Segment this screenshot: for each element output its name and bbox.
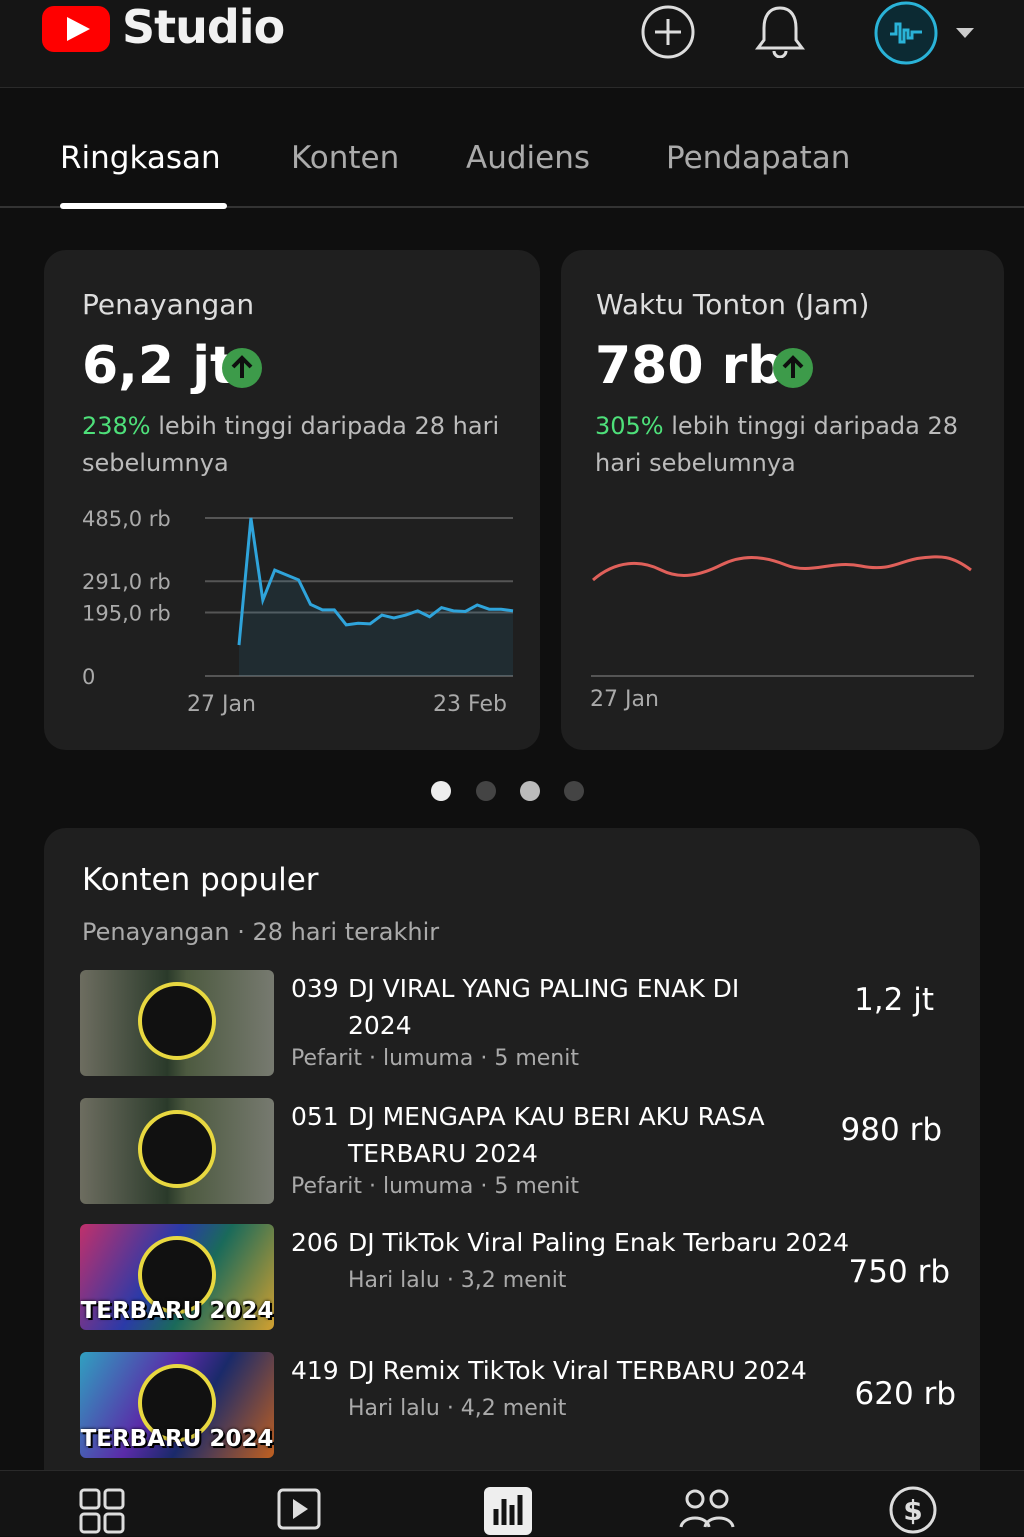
tab[interactable]: Pendapatan: [666, 140, 851, 176]
up-icon: [773, 348, 813, 388]
thumbnail-logo: [138, 1364, 216, 1442]
svg-text:$: $: [903, 1494, 922, 1527]
thumbnail-logo: [138, 1110, 216, 1188]
change-description: lebih tinggi daripada 28 hari sebelumnya: [82, 412, 500, 477]
item-views: 620 rb: [854, 1376, 956, 1412]
line: [237, 517, 514, 646]
line-chart: 485,0 rb 291,0 rb 195,0 rb 0 27 Jan 23 Feb: [82, 507, 514, 717]
item-views: 750 rb: [848, 1254, 950, 1290]
metric-card[interactable]: Penayangan 6,2 jt 238% lebih tinggi dari…: [44, 250, 540, 750]
nav-earn[interactable]: $: [888, 1485, 940, 1537]
item-title: DJ Remix TikTok Viral TERBARU 2024: [348, 1356, 807, 1385]
y-tick-label: 0: [82, 665, 95, 689]
section-title: Konten populer: [82, 862, 319, 898]
create-button[interactable]: [638, 2, 698, 62]
item-number: 051: [291, 1102, 339, 1131]
logo-icon: [42, 6, 110, 52]
nav-analytics[interactable]: [482, 1485, 534, 1537]
y-tick-label: 485,0 rb: [82, 507, 171, 531]
tab[interactable]: Ringkasan: [60, 140, 221, 176]
change-description: lebih tinggi daripada 28 hari sebelumnya: [595, 412, 959, 477]
item-meta: Hari lalu · 4,2 menit: [348, 1396, 567, 1421]
change-percent: 305%: [595, 412, 664, 440]
card-title: Penayangan: [82, 288, 255, 321]
account-button[interactable]: [872, 0, 982, 66]
card-value: 6,2 jt: [82, 336, 235, 396]
x-tick-label: 27 Jan: [187, 692, 256, 717]
item-views: 980 rb: [840, 1112, 942, 1148]
x-tick-label: 27 Jan: [590, 687, 659, 712]
item-meta: Hari lalu · 3,2 menit: [348, 1268, 567, 1293]
thumbnail: TERBARU 2024: [80, 1224, 274, 1330]
y-tick-label: 195,0 rb: [82, 601, 171, 625]
item-title: DJ TikTok Viral Paling Enak Terbaru 2024: [348, 1228, 850, 1257]
card-value: 780 rb: [595, 336, 785, 396]
thumbnail-text: TERBARU 2024: [80, 1426, 274, 1452]
tab-bar: [0, 88, 1024, 208]
thumbnail-text: TERBARU 2024: [80, 1298, 274, 1324]
notifications-button[interactable]: [752, 2, 808, 58]
tab-indicator: [60, 203, 227, 209]
y-tick-label: 291,0 rb: [82, 570, 171, 594]
item-meta: Pefarit · lumuma · 5 menit: [291, 1046, 579, 1071]
metric-card[interactable]: Waktu Tonton (Jam) 780 rb 305% lebih tin…: [561, 250, 1004, 750]
popular-card: Konten populer Penayangan · 28 hari tera…: [44, 828, 980, 1528]
nav-community[interactable]: [678, 1487, 736, 1537]
item-number: 206: [291, 1228, 339, 1257]
top-bar: Studio: [0, 0, 1024, 88]
item-title: DJ MENGAPA KAU BERI AKU RASA TERBARU 202…: [348, 1102, 765, 1168]
bottom-nav: $: [0, 1470, 1024, 1536]
thumbnail: [80, 970, 274, 1076]
thumbnail: TERBARU 2024: [80, 1352, 274, 1458]
area: [239, 518, 513, 676]
tab[interactable]: Konten: [291, 140, 400, 176]
nav-dashboard[interactable]: [78, 1487, 128, 1537]
thumbnail-logo: [138, 982, 216, 1060]
card-title: Waktu Tonton (Jam): [596, 288, 870, 321]
item-number: 419: [291, 1356, 339, 1385]
item-title: DJ VIRAL YANG PALING ENAK DI 2024: [348, 974, 740, 1040]
nav-content[interactable]: [276, 1487, 326, 1537]
thumbnail: [80, 1098, 274, 1204]
up-icon: [222, 348, 262, 388]
section-subtitle: Penayangan · 28 hari terakhir: [82, 918, 440, 946]
line-chart: 27 Jan: [590, 555, 974, 712]
tab[interactable]: Audiens: [466, 140, 591, 176]
item-views: 1,2 jt: [854, 982, 934, 1018]
line: [592, 555, 972, 582]
x-tick-label: 23 Feb: [433, 692, 507, 717]
thumbnail-logo: [138, 1236, 216, 1314]
logo-text: Studio: [122, 0, 285, 54]
page-dots: [431, 781, 584, 801]
item-meta: Pefarit · lumuma · 5 menit: [291, 1174, 579, 1199]
change-percent: 238%: [82, 412, 151, 440]
item-number: 039: [291, 974, 339, 1003]
